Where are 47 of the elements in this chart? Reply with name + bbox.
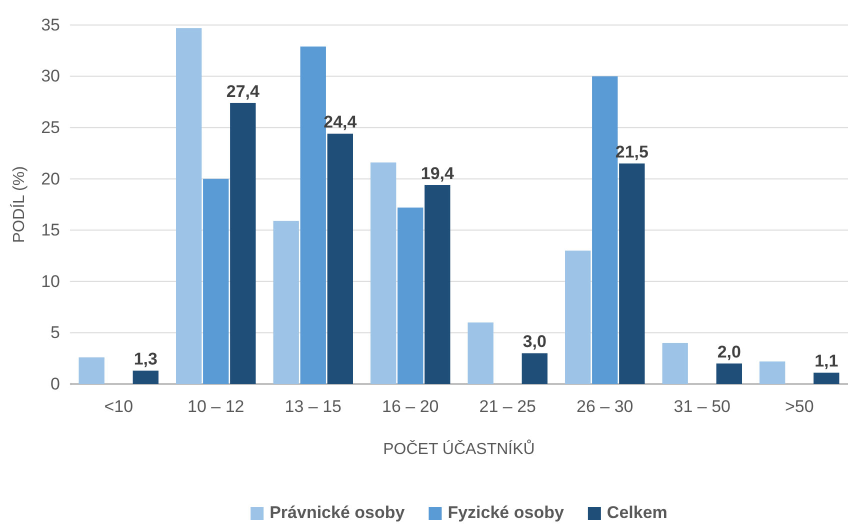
bar [662, 342, 688, 384]
data-label: 27,4 [226, 82, 260, 101]
y-tick-label: 15 [41, 220, 60, 240]
x-tick-label: >50 [784, 397, 814, 416]
legend-label: Fyzické osoby [448, 503, 564, 522]
y-tick-label: 0 [50, 374, 60, 394]
bar [522, 353, 548, 384]
bar [230, 102, 256, 384]
bar [619, 163, 645, 384]
y-tick-label: 35 [41, 15, 60, 34]
x-tick-label: 21 – 25 [479, 397, 536, 416]
bar [370, 162, 396, 384]
bar [203, 178, 229, 384]
data-label: 1,3 [134, 350, 158, 369]
x-tick-label: 13 – 15 [284, 397, 342, 416]
y-tick-label: 20 [41, 169, 60, 188]
data-label: 3,0 [522, 332, 546, 352]
legend-label: Právnické osoby [270, 503, 406, 522]
bar [273, 220, 299, 384]
y-axis-title: PODÍL (%) [10, 166, 28, 243]
bar [424, 185, 450, 384]
x-tick-label: 31 – 50 [674, 397, 730, 416]
bar [814, 372, 840, 384]
legend-label: Celkem [606, 503, 668, 522]
data-label: 2,0 [717, 342, 741, 362]
y-tick-label: 10 [41, 272, 60, 291]
bar [592, 76, 618, 384]
bar [565, 250, 591, 384]
bar [300, 46, 326, 384]
bar [327, 134, 353, 384]
bar [468, 322, 494, 384]
x-tick-label: 26 – 30 [576, 397, 634, 416]
x-axis-title: POČET ÚČASTNÍKŮ [383, 439, 535, 458]
bar [760, 361, 786, 384]
y-tick-label: 25 [41, 118, 60, 138]
x-tick-label: 10 – 12 [188, 397, 244, 416]
y-tick-label: 30 [41, 66, 60, 86]
bar [716, 363, 742, 384]
data-label: 1,1 [814, 352, 838, 371]
bar [176, 28, 202, 384]
bar [132, 370, 158, 384]
data-label: 19,4 [420, 164, 454, 184]
bar [398, 208, 424, 384]
x-tick-label: 16 – 20 [382, 397, 439, 416]
bar [78, 357, 104, 384]
y-tick-label: 5 [50, 323, 60, 342]
x-tick-label: <10 [104, 397, 134, 416]
